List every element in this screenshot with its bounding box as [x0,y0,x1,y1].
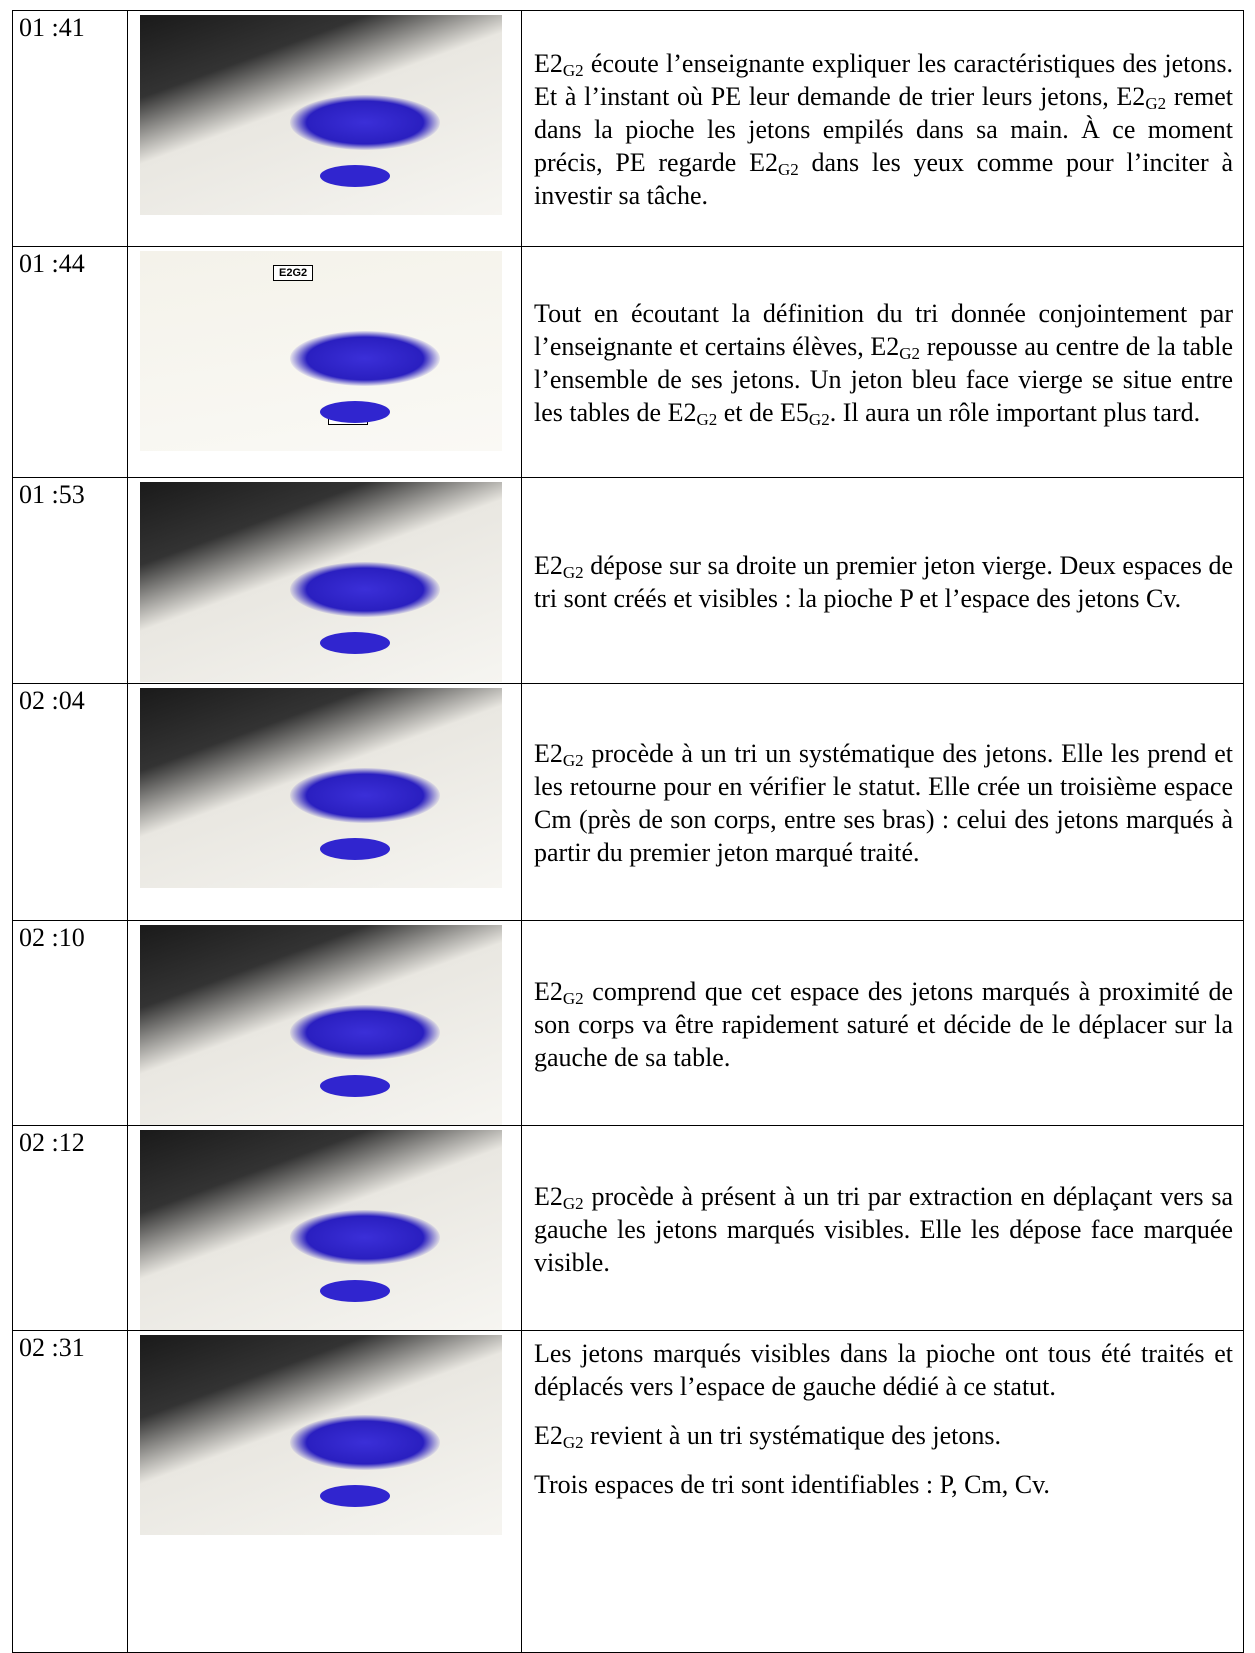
timestamp: 02 :10 [12,920,128,1126]
subscript: G2 [562,562,584,582]
description-cell: E2G2 procède à présent à un tri par extr… [521,1125,1244,1331]
table-row: 01 :41 E2G2 écoute l’enseignante explique… [12,10,1244,247]
paragraph: E2G2 comprend que cet espace des jetons … [534,975,1233,1074]
timestamp: 01 :53 [12,477,128,684]
video-frame [140,482,502,682]
paragraph: E2G2 procède à présent à un tri par extr… [534,1180,1233,1279]
paragraph: Les jetons marqués visibles dans la pioc… [534,1337,1233,1403]
observation-table: 01 :41 E2G2 écoute l’enseignante explique… [12,10,1244,1653]
table-row: 01 :44 E2G2 E5G2 Tout en écoutant la défini… [12,246,1244,478]
table-row: 02 :04 E2G2 procède à un tri un systémati… [12,683,1244,921]
text-run: Tout en écoutant la définition du tri do… [534,299,1233,361]
image-cell [127,1330,522,1653]
text-run: repousse au centre de la table l’ensembl… [534,332,1233,427]
frame-label: E5G2 [328,409,369,425]
text-run: procède à présent à un tri par extractio… [534,1181,1233,1277]
paragraph: E2G2 procède à un tri un systématique de… [534,737,1233,869]
subscript: G2 [1145,94,1167,113]
subscript: G2 [696,410,718,429]
paragraph: Tout en écoutant la définition du tri do… [534,297,1233,429]
table-row: 02 :12 E2G2 procède à présent à un tri pa… [12,1125,1244,1331]
text-run: E2 [534,1181,563,1211]
text-run: Les jetons marqués visibles dans la pioc… [534,1339,1233,1401]
subscript: G2 [562,61,584,80]
text-run: dépose sur sa droite un premier jeton vi… [534,550,1233,613]
text-run: dans les yeux comme pour l’inciter à inv… [534,148,1233,210]
text-run: E2 [534,739,563,768]
text-run: . Il aura un rôle important plus tard. [829,398,1201,427]
subscript: G2 [808,410,830,429]
subscript: G2 [562,1433,584,1452]
table-row: 02 :10 E2G2 comprend que cet espace des j… [12,920,1244,1126]
image-cell [127,920,522,1126]
video-frame [140,688,502,888]
description-cell: E2G2 dépose sur sa droite un premier jet… [521,477,1244,684]
paragraph: E2G2 écoute l’enseignante expliquer les … [534,47,1233,212]
text-run: Trois espaces de tri sont identifiables … [534,1470,1050,1499]
subscript: G2 [562,751,584,770]
text-run: revient à un tri systématique des jetons… [583,1421,1002,1450]
text-run: comprend que cet espace des jetons marqu… [534,976,1233,1072]
description-cell: E2G2 comprend que cet espace des jetons … [521,920,1244,1126]
frame-label: E2G2 [273,265,314,281]
description-cell: Les jetons marqués visibles dans la pioc… [521,1330,1244,1653]
text-run: E2 [534,976,563,1006]
subscript: G2 [562,988,584,1008]
table-row: 02 :31 Les jetons marqués visibles dans l… [12,1330,1244,1653]
timestamp: 01 :41 [12,10,128,247]
subscript: G2 [777,160,799,179]
video-frame: E2G2 E5G2 [140,251,502,451]
text-run: et de E5 [717,398,809,427]
text-run: E2 [534,1421,563,1450]
text-run: E2 [534,49,563,78]
description-cell: E2G2 écoute l’enseignante expliquer les … [521,10,1244,247]
timestamp: 02 :31 [12,1330,128,1653]
timestamp: 01 :44 [12,246,128,478]
video-frame [140,15,502,215]
video-frame [140,1335,502,1535]
image-cell: E2G2 E5G2 [127,246,522,478]
text-run: E2 [534,550,563,580]
image-cell [127,683,522,921]
text-run: écoute l’enseignante expliquer les carac… [534,49,1233,111]
timestamp: 02 :04 [12,683,128,921]
timestamp: 02 :12 [12,1125,128,1331]
image-cell [127,477,522,684]
image-cell [127,10,522,247]
text-run: remet dans la pioche les jetons empilés … [534,82,1234,177]
table-row: 01 :53 E2G2 dépose sur sa droite un premi… [12,477,1244,684]
subscript: G2 [899,344,921,363]
paragraph: E2G2 revient à un tri systématique des j… [534,1419,1233,1452]
subscript: G2 [562,1193,584,1213]
description-cell: Tout en écoutant la définition du tri do… [521,246,1244,478]
table-body: 01 :41 E2G2 écoute l’enseignante explique… [12,10,1244,1653]
text-run: procède à un tri un systématique des jet… [534,739,1233,867]
paragraph: Trois espaces de tri sont identifiables … [534,1468,1233,1501]
video-frame [140,1130,502,1330]
video-frame [140,925,502,1125]
description-cell: E2G2 procède à un tri un systématique de… [521,683,1244,921]
image-cell [127,1125,522,1331]
paragraph: E2G2 dépose sur sa droite un premier jet… [534,549,1233,615]
